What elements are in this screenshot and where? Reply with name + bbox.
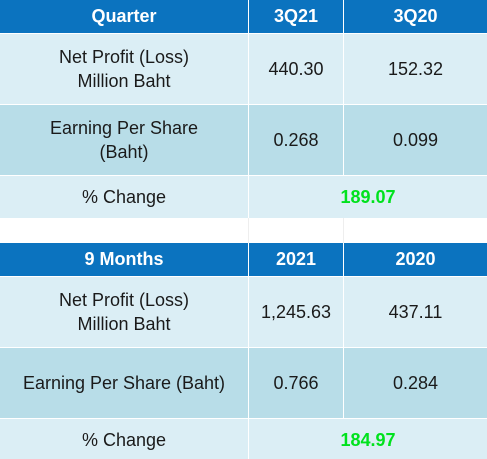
cell-value: 1,245.63 [249, 276, 344, 347]
cell-value: 440.30 [249, 33, 344, 104]
row-label-line1: Net Profit (Loss) [58, 47, 190, 67]
cell-value: 152.32 [344, 33, 487, 104]
header-3q21: 3Q21 [249, 0, 344, 33]
header-2021: 2021 [249, 243, 344, 276]
row-label-line1: Earning Per Share [49, 118, 199, 138]
spacer-divider [343, 218, 344, 243]
cell-value: 0.099 [344, 104, 487, 175]
change-label: % Change [0, 175, 249, 218]
cell-value: 0.268 [249, 104, 344, 175]
table-row: Earning Per Share (Baht) 0.766 0.284 [0, 347, 487, 418]
change-row: % Change 184.97 [0, 418, 487, 459]
table-row: Net Profit (Loss) Million Baht 1,245.63 … [0, 276, 487, 347]
header-quarter: Quarter [0, 0, 249, 33]
table-spacer [0, 218, 487, 243]
change-row: % Change 189.07 [0, 175, 487, 218]
row-label: Earning Per Share (Baht) [0, 104, 249, 175]
header-3q20: 3Q20 [344, 0, 487, 33]
row-label-line2: Million Baht [77, 314, 171, 334]
row-label-line2: Million Baht [77, 71, 171, 91]
row-label-line1: Net Profit (Loss) [58, 290, 190, 310]
quarter-table: Quarter 3Q21 3Q20 Net Profit (Loss) Mill… [0, 0, 487, 218]
table-row: Earning Per Share (Baht) 0.268 0.099 [0, 104, 487, 175]
nine-month-table: 9 Months 2021 2020 Net Profit (Loss) Mil… [0, 243, 487, 459]
change-value: 189.07 [249, 175, 487, 218]
cell-value: 0.766 [249, 347, 344, 418]
header-9-months: 9 Months [0, 243, 249, 276]
row-label: Net Profit (Loss) Million Baht [0, 276, 249, 347]
table-row: Net Profit (Loss) Million Baht 440.30 15… [0, 33, 487, 104]
cell-value: 437.11 [344, 276, 487, 347]
row-label: Net Profit (Loss) Million Baht [0, 33, 249, 104]
row-label: Earning Per Share (Baht) [0, 347, 249, 418]
change-value: 184.97 [249, 418, 487, 459]
cell-value: 0.284 [344, 347, 487, 418]
spacer-divider [248, 218, 249, 243]
nine-month-header-row: 9 Months 2021 2020 [0, 243, 487, 276]
change-label: % Change [0, 418, 249, 459]
row-label-line2: (Baht) [99, 142, 149, 162]
quarter-header-row: Quarter 3Q21 3Q20 [0, 0, 487, 33]
header-2020: 2020 [344, 243, 487, 276]
